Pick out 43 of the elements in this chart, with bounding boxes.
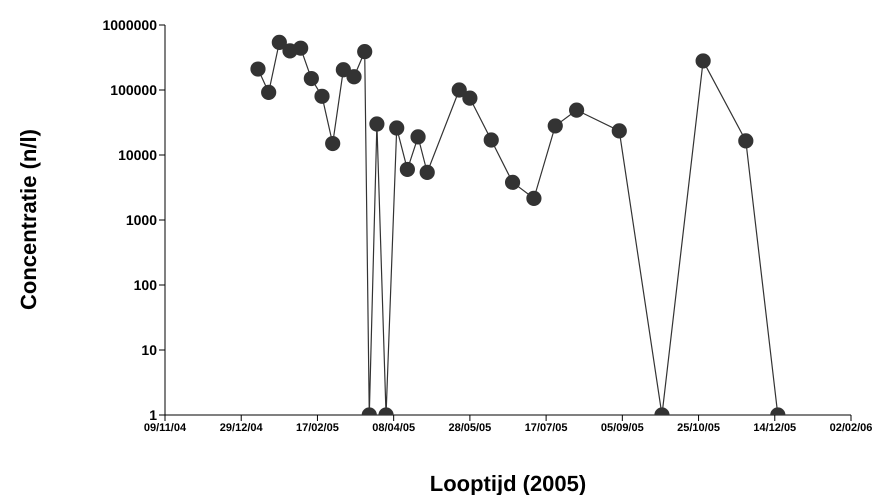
point: [504, 174, 520, 190]
point: [250, 61, 266, 77]
x-tick-label: 02/02/06: [830, 422, 872, 434]
point: [696, 53, 711, 69]
x-tick-label: 08/04/05: [372, 422, 416, 434]
point: [400, 162, 415, 178]
y-tick-label: 1: [149, 406, 158, 423]
point: [462, 90, 478, 106]
point: [526, 190, 542, 206]
point: [420, 164, 435, 180]
x-tick-label: 17/07/05: [524, 422, 568, 434]
point: [346, 69, 362, 84]
point: [325, 136, 340, 152]
point: [272, 34, 287, 50]
x-tick-label: 17/02/05: [296, 422, 339, 434]
point: [569, 102, 584, 118]
y-tick-label: 100000: [110, 82, 158, 98]
point: [369, 116, 384, 132]
x-tick-label: 28/05/05: [448, 422, 492, 434]
point: [314, 88, 330, 104]
point: [261, 84, 276, 100]
point: [357, 44, 372, 60]
point: [612, 123, 627, 138]
point: [738, 133, 754, 148]
y-tick-label: 100: [134, 276, 158, 293]
x-tick-label: 14/12/05: [753, 422, 796, 434]
y-axis-title: Concentratie (n/l): [16, 129, 41, 310]
point: [548, 118, 563, 134]
point: [336, 62, 351, 78]
y-tick-label: 1000: [126, 212, 158, 228]
x-tick-label: 05/09/05: [600, 422, 644, 434]
y-tick-label: 10: [141, 342, 158, 358]
point: [293, 40, 308, 56]
point: [410, 129, 426, 144]
x-tick-label: 09/11/04: [144, 422, 187, 434]
point: [389, 120, 404, 136]
point: [484, 132, 499, 148]
x-tick-label: 25/10/05: [677, 422, 720, 434]
x-tick-label: 29/12/04: [220, 422, 264, 434]
point: [452, 82, 467, 98]
point: [304, 70, 319, 86]
y-tick-label: 10000: [118, 146, 158, 163]
y-tick-label: 1000000: [102, 16, 158, 33]
